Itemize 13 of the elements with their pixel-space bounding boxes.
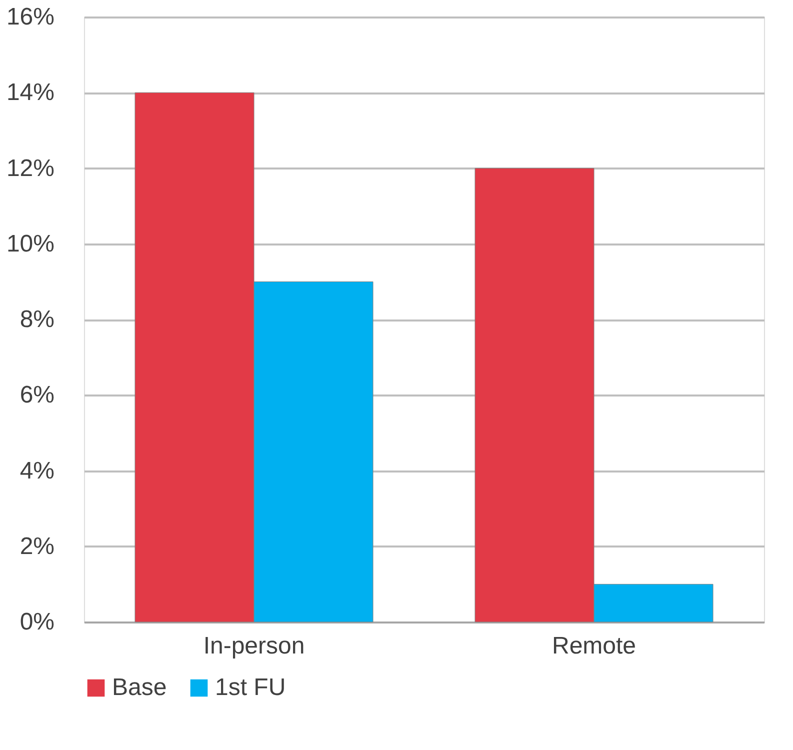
legend-label: 1st FU xyxy=(215,674,286,701)
y-tick-label: 14% xyxy=(6,79,54,106)
y-tick-label: 4% xyxy=(20,457,54,484)
y-tick-label: 6% xyxy=(20,382,54,409)
y-tick-label: 12% xyxy=(6,154,54,182)
y-tick-label: 0% xyxy=(20,608,54,636)
x-tick-label: In-person xyxy=(203,632,305,660)
y-tick-label: 2% xyxy=(20,532,54,560)
y-tick-label: 8% xyxy=(20,306,54,333)
legend-label: Base xyxy=(112,674,167,701)
y-tick-label: 10% xyxy=(6,230,54,258)
y-tick-label: 16% xyxy=(6,4,54,30)
x-tick-label: Remote xyxy=(552,632,636,660)
